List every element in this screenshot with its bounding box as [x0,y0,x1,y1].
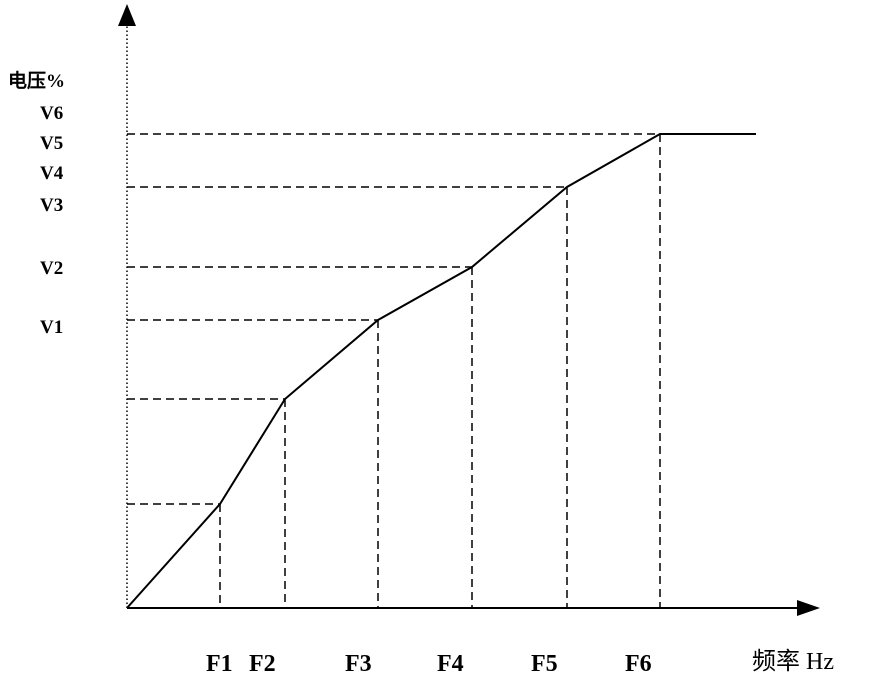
f-label-f2: F2 [249,651,276,677]
vf-curve-line [126,133,756,609]
f-label-f1: F1 [206,651,233,677]
horizontal-guides [127,133,660,505]
vertical-guides [219,134,661,608]
x-axis-label: 频率 Hz [752,649,834,675]
v-label-v3: V3 [40,195,64,216]
f-label-f6: F6 [625,651,652,677]
y-axis-label: 电压% [8,71,66,92]
v-label-v2: V2 [40,258,64,279]
v-label-v1: V1 [40,317,64,338]
v-label-v6: V6 [40,103,64,124]
f-label-f4: F4 [437,651,464,677]
v-label-v4: V4 [40,163,64,184]
f-label-f3: F3 [345,651,372,677]
y-axis-arrow [118,4,136,26]
f-label-f5: F5 [531,651,558,677]
v-label-v5: V5 [40,133,64,154]
x-axis-arrow [797,600,820,616]
